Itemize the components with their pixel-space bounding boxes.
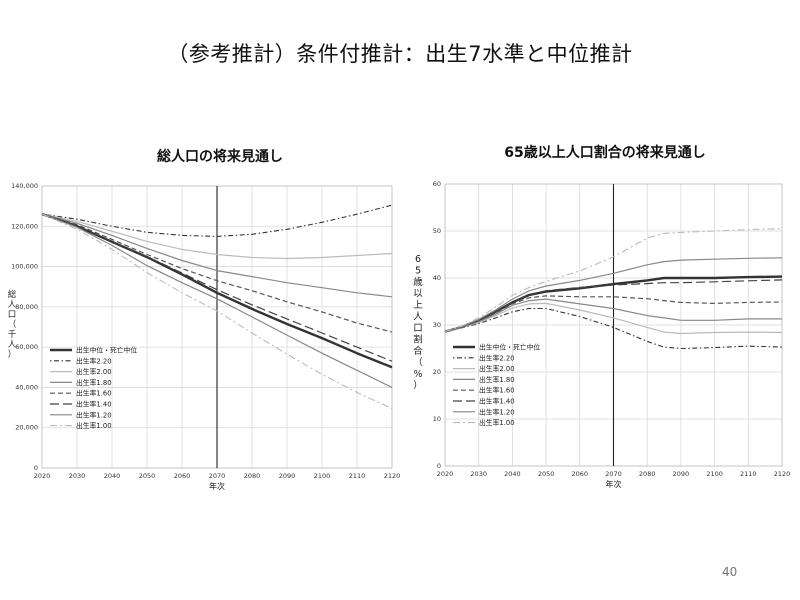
- legend-label-0: 出生中位・死亡中位: [479, 343, 540, 352]
- y-tick-label: 50: [433, 227, 441, 235]
- x-tick-label: 2040: [504, 470, 521, 478]
- x-tick-label: 2120: [774, 470, 791, 478]
- legend-label-1: 出生率2.20: [76, 356, 112, 365]
- legend-label-6: 出生率1.20: [76, 410, 112, 419]
- y-tick-label: 40,000: [15, 383, 38, 391]
- y-tick-label: 20,000: [15, 424, 38, 432]
- series-line-3: [444, 298, 782, 333]
- legend-label-3: 出生率1.80: [76, 378, 112, 387]
- x-tick-label: 2090: [673, 470, 690, 478]
- series-line-3: [41, 213, 393, 298]
- y-tick-label: 100,000: [11, 263, 38, 271]
- y-tick-label: 140,000: [11, 182, 38, 190]
- y-tick-label: 20: [433, 368, 441, 376]
- x-tick-label: 2070: [605, 470, 622, 478]
- series-line-4: [41, 213, 393, 333]
- legend-label-0: 出生中位・死亡中位: [76, 346, 137, 355]
- chart-title-aged-ratio: 65歳以上人口割合の将来見通し: [504, 145, 706, 161]
- x-tick-label: 2070: [209, 472, 226, 480]
- x-tick-label: 2080: [639, 470, 656, 478]
- x-tick-label: 2050: [139, 472, 156, 480]
- x-tick-label: 2020: [34, 472, 51, 480]
- legend-label-2: 出生率2.00: [76, 367, 112, 376]
- legend-label-7: 出生率1.00: [76, 421, 112, 430]
- x-tick-label: 2110: [349, 472, 366, 480]
- y-axis-label: 6 5 歳以上人口割合（%）: [413, 254, 423, 392]
- y-tick-label: 10: [433, 415, 441, 423]
- x-tick-label: 2110: [740, 470, 757, 478]
- y-tick-label: 60,000: [15, 343, 38, 351]
- legend-label-1: 出生率2.20: [479, 353, 515, 362]
- legend-label-5: 出生率1.40: [76, 400, 112, 409]
- x-tick-label: 2060: [572, 470, 589, 478]
- x-tick-label: 2080: [244, 472, 261, 480]
- series-line-7: [41, 213, 393, 410]
- y-tick-label: 0: [34, 464, 38, 472]
- legend-label-4: 出生率1.60: [479, 386, 515, 395]
- x-tick-label: 2120: [384, 472, 401, 480]
- x-tick-label: 2030: [470, 470, 487, 478]
- x-tick-label: 2050: [538, 470, 555, 478]
- x-tick-label: 2100: [314, 472, 331, 480]
- series-line-1: [444, 307, 783, 350]
- series-line-2: [41, 213, 393, 260]
- x-tick-label: 2040: [104, 472, 121, 480]
- y-tick-label: 30: [433, 321, 441, 329]
- x-tick-label: 2030: [69, 472, 86, 480]
- series-line-6: [41, 213, 393, 388]
- series-line-2: [444, 302, 783, 335]
- legend-label-4: 出生率1.60: [76, 389, 112, 398]
- series-line-0: [41, 212, 393, 369]
- x-tick-label: 2020: [437, 470, 454, 478]
- x-tick-label: 2090: [279, 472, 296, 480]
- legend-label-2: 出生率2.00: [479, 364, 515, 373]
- legend-label-5: 出生率1.40: [479, 397, 515, 406]
- series-line-7: [444, 228, 783, 333]
- series-line-5: [444, 279, 783, 333]
- y-tick-label: 40: [433, 274, 441, 282]
- legend-label-6: 出生率1.20: [479, 407, 515, 416]
- y-axis-label: 総人口（千人）: [8, 289, 17, 360]
- x-tick-label: 2060: [174, 472, 191, 480]
- x-tick-label: 2100: [706, 470, 723, 478]
- series-line-6: [444, 257, 783, 333]
- series-line-5: [41, 213, 393, 362]
- legend-label-7: 出生率1.00: [479, 418, 515, 427]
- y-tick-label: 0: [437, 462, 441, 470]
- y-tick-label: 80,000: [15, 303, 38, 311]
- chart-title-total-population: 総人口の将来見通し: [157, 149, 283, 165]
- x-axis-label: 年次: [209, 481, 225, 491]
- y-tick-label: 120,000: [11, 222, 38, 230]
- y-tick-label: 60: [433, 180, 441, 188]
- legend-label-3: 出生率1.80: [479, 375, 515, 384]
- series-line-1: [41, 204, 393, 237]
- slide-title: （参考推計）条件付推計：出生7水準と中位推計: [167, 42, 633, 66]
- page-number: 40: [722, 565, 738, 579]
- x-axis-label: 年次: [606, 479, 622, 489]
